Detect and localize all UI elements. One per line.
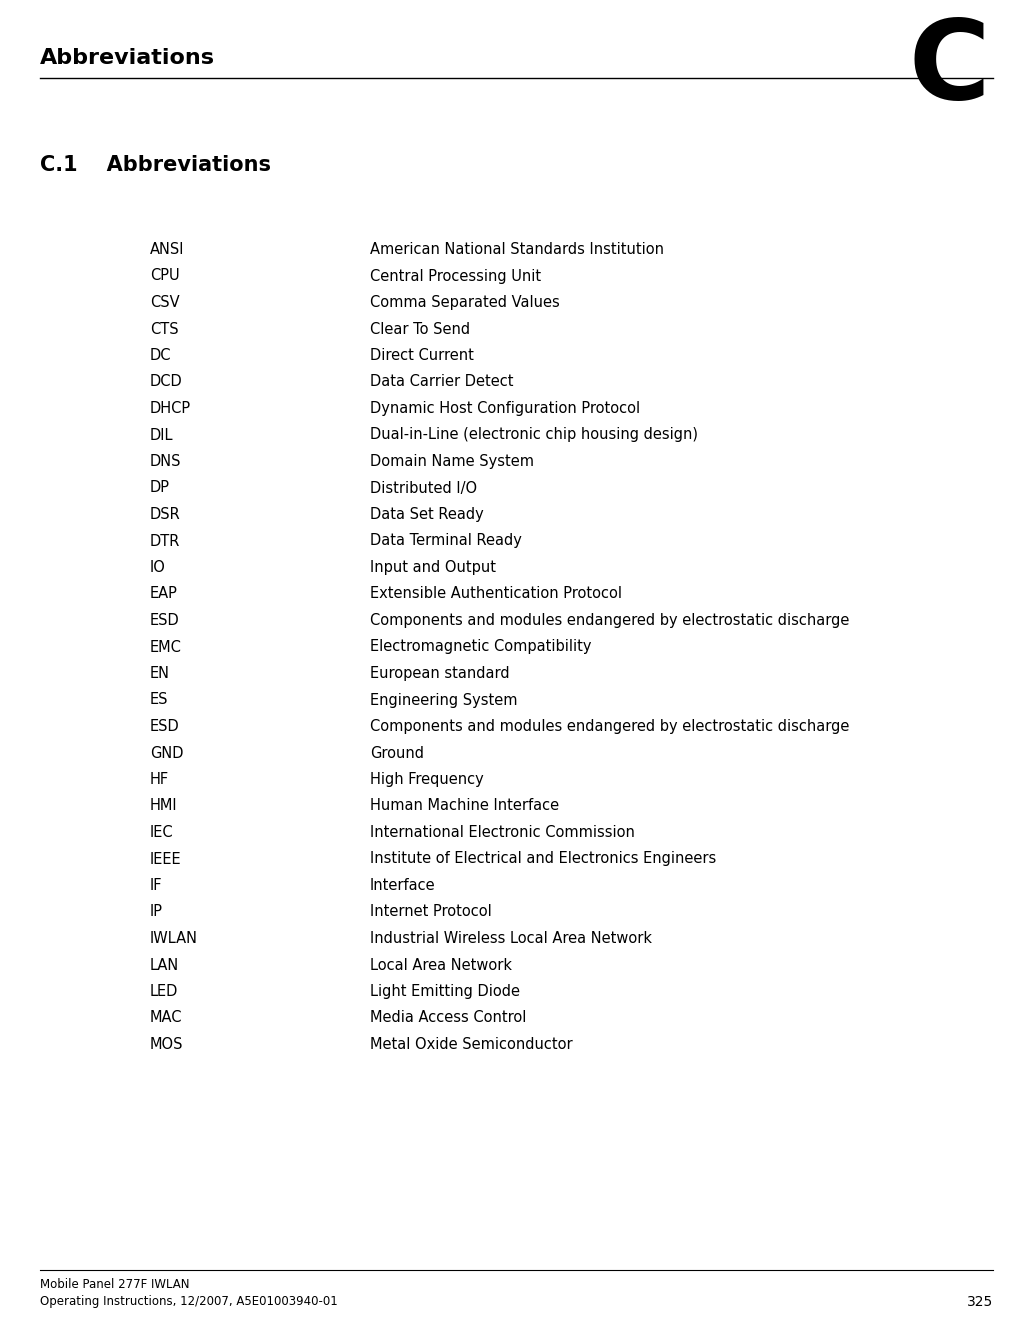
Text: IEC: IEC <box>150 825 174 840</box>
Text: Abbreviations: Abbreviations <box>40 48 215 68</box>
Text: Human Machine Interface: Human Machine Interface <box>370 799 559 814</box>
Text: DIL: DIL <box>150 428 174 443</box>
Text: Operating Instructions, 12/2007, A5E01003940-01: Operating Instructions, 12/2007, A5E0100… <box>40 1295 338 1308</box>
Text: Comma Separated Values: Comma Separated Values <box>370 295 560 310</box>
Text: EN: EN <box>150 666 170 681</box>
Text: DTR: DTR <box>150 534 181 549</box>
Text: High Frequency: High Frequency <box>370 772 483 787</box>
Text: IWLAN: IWLAN <box>150 931 198 946</box>
Text: DSR: DSR <box>150 507 181 522</box>
Text: CSV: CSV <box>150 295 180 310</box>
Text: Institute of Electrical and Electronics Engineers: Institute of Electrical and Electronics … <box>370 852 716 867</box>
Text: LAN: LAN <box>150 958 180 973</box>
Text: ESD: ESD <box>150 719 180 734</box>
Text: Data Set Ready: Data Set Ready <box>370 507 483 522</box>
Text: IEEE: IEEE <box>150 852 182 867</box>
Text: HF: HF <box>150 772 169 787</box>
Text: 325: 325 <box>967 1295 993 1309</box>
Text: LED: LED <box>150 984 179 999</box>
Text: DCD: DCD <box>150 375 183 390</box>
Text: C.1    Abbreviations: C.1 Abbreviations <box>40 155 271 175</box>
Text: Central Processing Unit: Central Processing Unit <box>370 269 541 284</box>
Text: Input and Output: Input and Output <box>370 560 496 575</box>
Text: American National Standards Institution: American National Standards Institution <box>370 242 664 257</box>
Text: Light Emitting Diode: Light Emitting Diode <box>370 984 520 999</box>
Text: Industrial Wireless Local Area Network: Industrial Wireless Local Area Network <box>370 931 652 946</box>
Text: CTS: CTS <box>150 322 179 337</box>
Text: Metal Oxide Semiconductor: Metal Oxide Semiconductor <box>370 1037 572 1052</box>
Text: IP: IP <box>150 905 163 920</box>
Text: Components and modules endangered by electrostatic discharge: Components and modules endangered by ele… <box>370 613 849 628</box>
Text: GND: GND <box>150 746 184 761</box>
Text: DP: DP <box>150 481 170 496</box>
Text: MOS: MOS <box>150 1037 184 1052</box>
Text: EMC: EMC <box>150 640 182 655</box>
Text: Data Carrier Detect: Data Carrier Detect <box>370 375 513 390</box>
Text: ES: ES <box>150 693 168 708</box>
Text: DNS: DNS <box>150 454 182 469</box>
Text: Media Access Control: Media Access Control <box>370 1011 527 1026</box>
Text: C: C <box>908 15 990 122</box>
Text: Extensible Authentication Protocol: Extensible Authentication Protocol <box>370 587 622 602</box>
Text: IF: IF <box>150 878 162 893</box>
Text: Data Terminal Ready: Data Terminal Ready <box>370 534 522 549</box>
Text: EAP: EAP <box>150 587 178 602</box>
Text: Direct Current: Direct Current <box>370 348 474 363</box>
Text: Components and modules endangered by electrostatic discharge: Components and modules endangered by ele… <box>370 719 849 734</box>
Text: IO: IO <box>150 560 166 575</box>
Text: CPU: CPU <box>150 269 180 284</box>
Text: Dynamic Host Configuration Protocol: Dynamic Host Configuration Protocol <box>370 401 640 416</box>
Text: Dual-in-Line (electronic chip housing design): Dual-in-Line (electronic chip housing de… <box>370 428 698 443</box>
Text: Ground: Ground <box>370 746 424 761</box>
Text: Mobile Panel 277F IWLAN: Mobile Panel 277F IWLAN <box>40 1279 189 1291</box>
Text: Internet Protocol: Internet Protocol <box>370 905 492 920</box>
Text: European standard: European standard <box>370 666 509 681</box>
Text: Domain Name System: Domain Name System <box>370 454 534 469</box>
Text: ESD: ESD <box>150 613 180 628</box>
Text: Local Area Network: Local Area Network <box>370 958 512 973</box>
Text: Electromagnetic Compatibility: Electromagnetic Compatibility <box>370 640 592 655</box>
Text: Distributed I/O: Distributed I/O <box>370 481 477 496</box>
Text: International Electronic Commission: International Electronic Commission <box>370 825 635 840</box>
Text: HMI: HMI <box>150 799 178 814</box>
Text: Interface: Interface <box>370 878 436 893</box>
Text: ANSI: ANSI <box>150 242 185 257</box>
Text: MAC: MAC <box>150 1011 183 1026</box>
Text: Clear To Send: Clear To Send <box>370 322 470 337</box>
Text: Engineering System: Engineering System <box>370 693 518 708</box>
Text: DC: DC <box>150 348 171 363</box>
Text: DHCP: DHCP <box>150 401 191 416</box>
